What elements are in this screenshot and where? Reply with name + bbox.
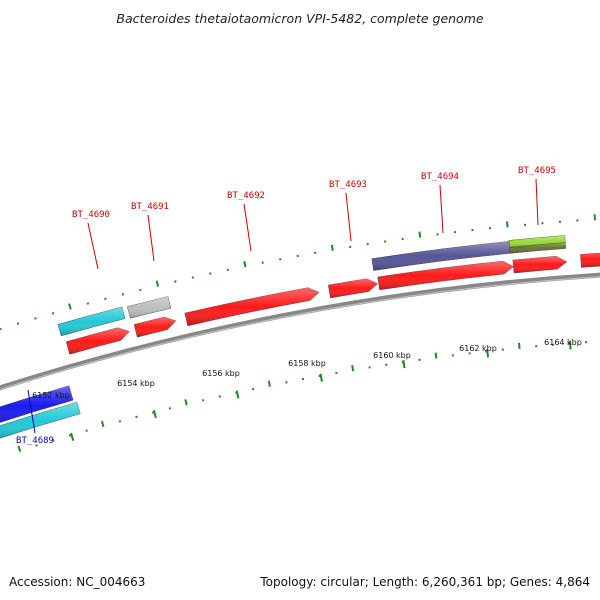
cds-bt-4691-shade [134, 317, 176, 338]
gc-tick-outer-1 [0, 327, 2, 331]
feature-track [0, 235, 600, 439]
scale-tick-0 [70, 432, 75, 441]
gene-label-bt-4689[interactable]: BT_4689 [16, 436, 54, 446]
feature-olive-4695-shade [509, 242, 566, 254]
feature-lime-4695-shade [508, 235, 566, 248]
scale-tick-5 [486, 349, 490, 358]
gc-tick-inner-2 [52, 439, 55, 442]
gene-label-bt-4693[interactable]: BT_4693 [329, 180, 367, 190]
tick-label-6152: 6152 kbp [32, 391, 70, 400]
gc-tick-inner-0 [17, 445, 22, 452]
gc-tick-inner-6 [118, 420, 122, 423]
gc-tick-outer-3 [34, 317, 37, 320]
gene-label-bt-4692[interactable]: BT_4692 [227, 191, 265, 201]
tick-label-6164: 6164 kbp [544, 338, 582, 347]
leader-bt-4694 [439, 184, 444, 234]
backbone-arc [0, 272, 600, 391]
gc-tick-outer-10 [155, 280, 160, 287]
scale-tick-2 [235, 390, 240, 399]
tick-label-6156: 6156 kbp [202, 369, 240, 378]
leader-bt-4695 [535, 178, 539, 226]
cds-bt-4689-shade [0, 385, 74, 423]
leader-bt-4690 [87, 222, 99, 270]
gc-tick-inner-25 [434, 352, 438, 359]
accession-text: Accession: NC_004663 [9, 575, 145, 589]
feature-cyan-4690-shade [57, 306, 126, 336]
tick-label-6160: 6160 kbp [373, 351, 411, 360]
gene-label-bt-4691[interactable]: BT_4691 [131, 202, 169, 212]
leader-bt-4689 [27, 389, 36, 434]
gc-tick-inner-30 [518, 342, 521, 349]
gc-tick-outer-6 [86, 302, 90, 305]
tick-label-6162: 6162 kbp [459, 344, 497, 353]
gc-tick-inner-3 [68, 434, 72, 437]
feature-purple-4694-shade [371, 241, 511, 271]
gene-label-bt-4690[interactable]: BT_4690 [72, 210, 110, 220]
genome-backbone [0, 272, 600, 391]
gc-tick-outer-20 [330, 244, 334, 251]
gc-tick-outer-15 [243, 261, 247, 268]
cds-bt-4692-shade [184, 287, 320, 326]
gc-tick-inner-20 [351, 365, 355, 372]
gene-label-leaders [27, 178, 539, 434]
leader-bt-4691 [147, 214, 155, 262]
gc-skew-track-inner [17, 341, 588, 452]
cds-bt-4693-shade [328, 278, 378, 298]
genome-summary-text: Topology: circular; Length: 6,260,361 bp… [259, 575, 590, 589]
gene-label-bt-4695[interactable]: BT_4695 [518, 166, 556, 176]
gc-tick-inner-4 [85, 429, 88, 432]
feature-cyan-4689-shade [0, 402, 81, 439]
gc-tick-outer-25 [418, 231, 422, 238]
gc-tick-inner-7 [135, 415, 138, 419]
gc-tick-outer-2 [16, 322, 20, 325]
tick-label-6158: 6158 kbp [288, 359, 326, 368]
scale-tick-1 [152, 410, 157, 419]
scale-ticks [70, 341, 572, 441]
gc-tick-outer-5 [68, 303, 72, 310]
scale-tick-4 [402, 359, 406, 369]
gc-tick-inner-5 [100, 420, 105, 428]
cds-bt-4690-shade [66, 327, 130, 355]
gc-tick-outer-4 [51, 312, 55, 315]
leader-bt-4693 [345, 192, 352, 242]
feature-gray-4691-shade [127, 296, 171, 319]
gc-tick-inner-10 [184, 399, 188, 406]
gc-skew-track-outer [0, 214, 596, 331]
gc-tick-outer-7 [104, 297, 107, 301]
scale-tick-6 [568, 341, 572, 350]
genome-title: Bacteroides thetaiotaomicron VPI-5482, c… [116, 11, 483, 26]
gene-label-bt-4694[interactable]: BT_4694 [421, 172, 459, 182]
gc-tick-outer-30 [506, 221, 509, 228]
scale-tick-3 [319, 373, 323, 382]
gc-tick-inner-15 [267, 380, 271, 387]
cds-bt-4694-shade [377, 261, 514, 290]
leader-bt-4692 [243, 203, 252, 252]
tick-label-6154: 6154 kbp [117, 379, 155, 388]
backbone-highlight [0, 276, 600, 390]
cds-bt-4695-shade [512, 256, 567, 274]
cds-next-shade [580, 253, 600, 268]
gc-tick-inner-1 [35, 444, 38, 447]
